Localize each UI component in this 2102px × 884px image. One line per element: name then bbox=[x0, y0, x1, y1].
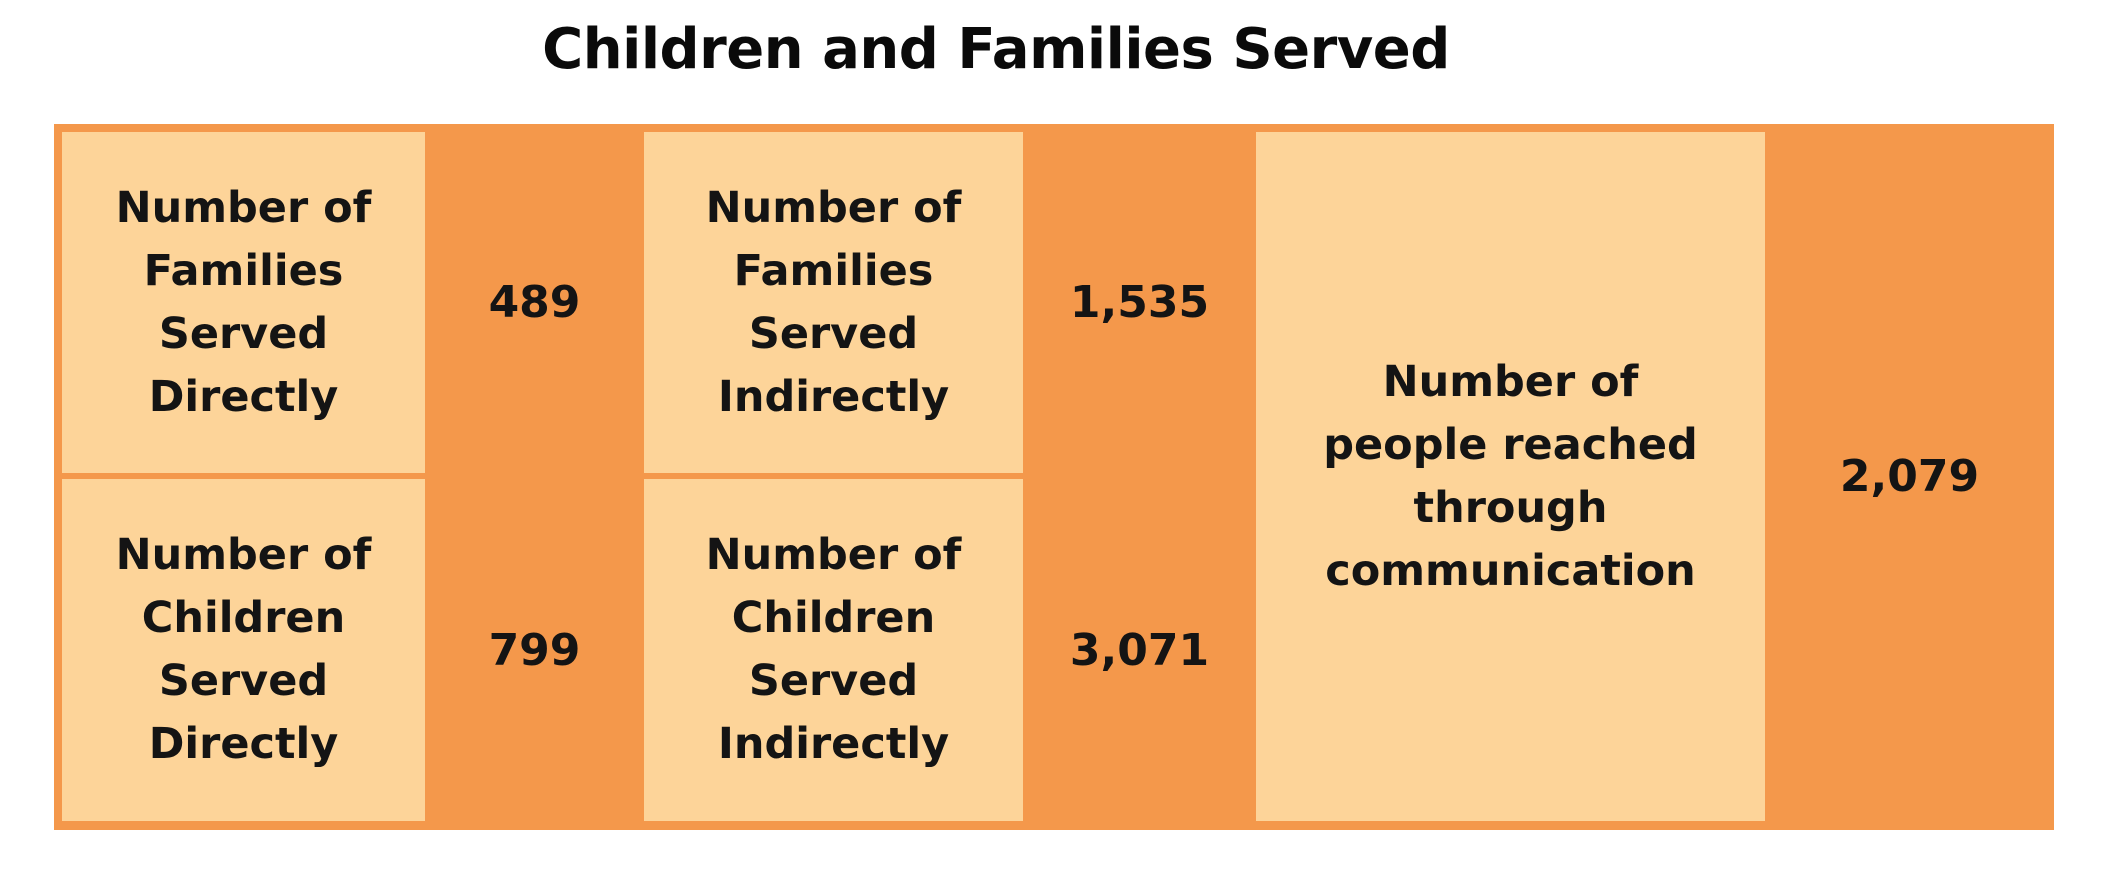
families-served-indirectly-label-box: Number of Families Served Indirectly bbox=[644, 132, 1023, 473]
families-served-directly-label: Number of Families Served Directly bbox=[115, 182, 372, 422]
families-served-indirectly-value: 1,535 bbox=[1069, 277, 1210, 328]
children-served-indirectly-label: Number of Children Served Indirectly bbox=[705, 530, 962, 769]
children-served-directly-label-box: Number of Children Served Directly bbox=[62, 479, 425, 821]
stats-board: Number of Families Served Directly 489 N… bbox=[54, 124, 2054, 830]
people-reached-label-box: Number of people reached through communi… bbox=[1256, 132, 1765, 821]
children-served-indirectly-value: 3,071 bbox=[1069, 624, 1210, 676]
families-served-directly-value: 489 bbox=[488, 277, 581, 328]
children-served-directly-label: Number of Children Served Directly bbox=[115, 530, 372, 769]
people-reached-value: 2,079 bbox=[1839, 451, 1980, 502]
people-reached-label: Number of people reached through communi… bbox=[1323, 356, 1698, 596]
families-served-indirectly-label: Number of Families Served Indirectly bbox=[705, 182, 962, 422]
families-served-directly-label-box: Number of Families Served Directly bbox=[62, 132, 425, 473]
page-title: Children and Families Served bbox=[542, 17, 1450, 82]
children-served-indirectly-label-box: Number of Children Served Indirectly bbox=[644, 479, 1023, 821]
children-served-directly-value: 799 bbox=[488, 624, 581, 676]
